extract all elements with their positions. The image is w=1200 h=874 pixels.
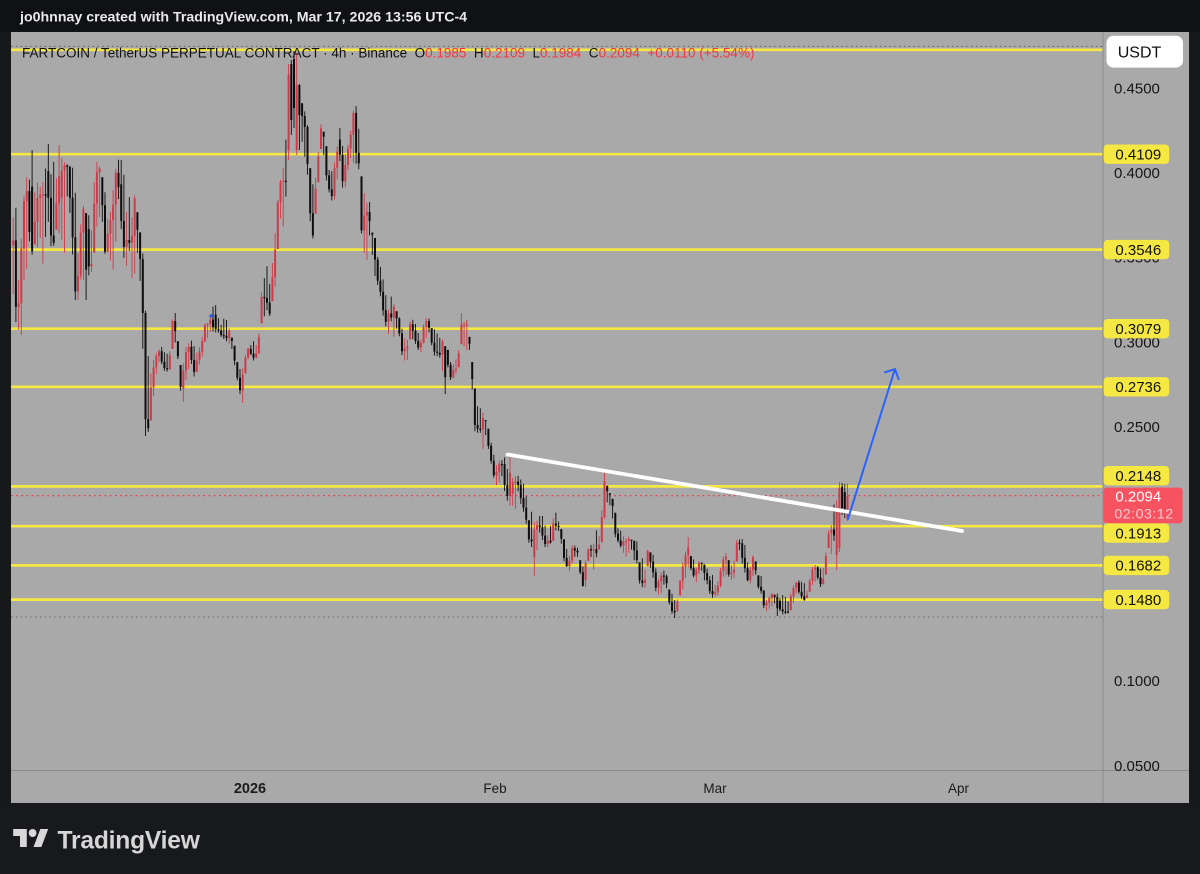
svg-text:0.1682: 0.1682 bbox=[1115, 558, 1161, 575]
svg-text:0.1000: 0.1000 bbox=[1114, 673, 1160, 690]
svg-text:USDT: USDT bbox=[1118, 44, 1162, 61]
svg-text:jo0hnnay created with TradingV: jo0hnnay created with TradingView.com, M… bbox=[19, 10, 467, 26]
svg-text:0.4500: 0.4500 bbox=[1114, 80, 1160, 97]
svg-text:FARTCOIN / TetherUS PERPETUAL: FARTCOIN / TetherUS PERPETUAL CONTRACT ·… bbox=[22, 46, 754, 61]
svg-text:0.4000: 0.4000 bbox=[1114, 165, 1160, 182]
svg-text:0.0500: 0.0500 bbox=[1114, 758, 1160, 775]
svg-text:0.2094: 0.2094 bbox=[1115, 489, 1161, 506]
svg-text:0.4109: 0.4109 bbox=[1115, 147, 1161, 164]
svg-text:Feb: Feb bbox=[483, 781, 506, 796]
svg-text:0.3079: 0.3079 bbox=[1115, 321, 1161, 338]
svg-text:2026: 2026 bbox=[234, 781, 266, 797]
svg-text:0.2736: 0.2736 bbox=[1115, 379, 1161, 396]
svg-text:0.3000: 0.3000 bbox=[1114, 334, 1160, 351]
svg-text:Mar: Mar bbox=[703, 781, 727, 796]
svg-text:Apr: Apr bbox=[948, 781, 970, 796]
svg-text:TradingView: TradingView bbox=[58, 828, 201, 855]
svg-text:0.2500: 0.2500 bbox=[1114, 419, 1160, 436]
svg-text:0.2148: 0.2148 bbox=[1115, 468, 1161, 485]
svg-text:0.3546: 0.3546 bbox=[1115, 242, 1161, 259]
svg-text:0.1480: 0.1480 bbox=[1115, 592, 1161, 609]
svg-text:02:03:12: 02:03:12 bbox=[1114, 506, 1173, 522]
svg-text:0.1913: 0.1913 bbox=[1115, 525, 1161, 542]
